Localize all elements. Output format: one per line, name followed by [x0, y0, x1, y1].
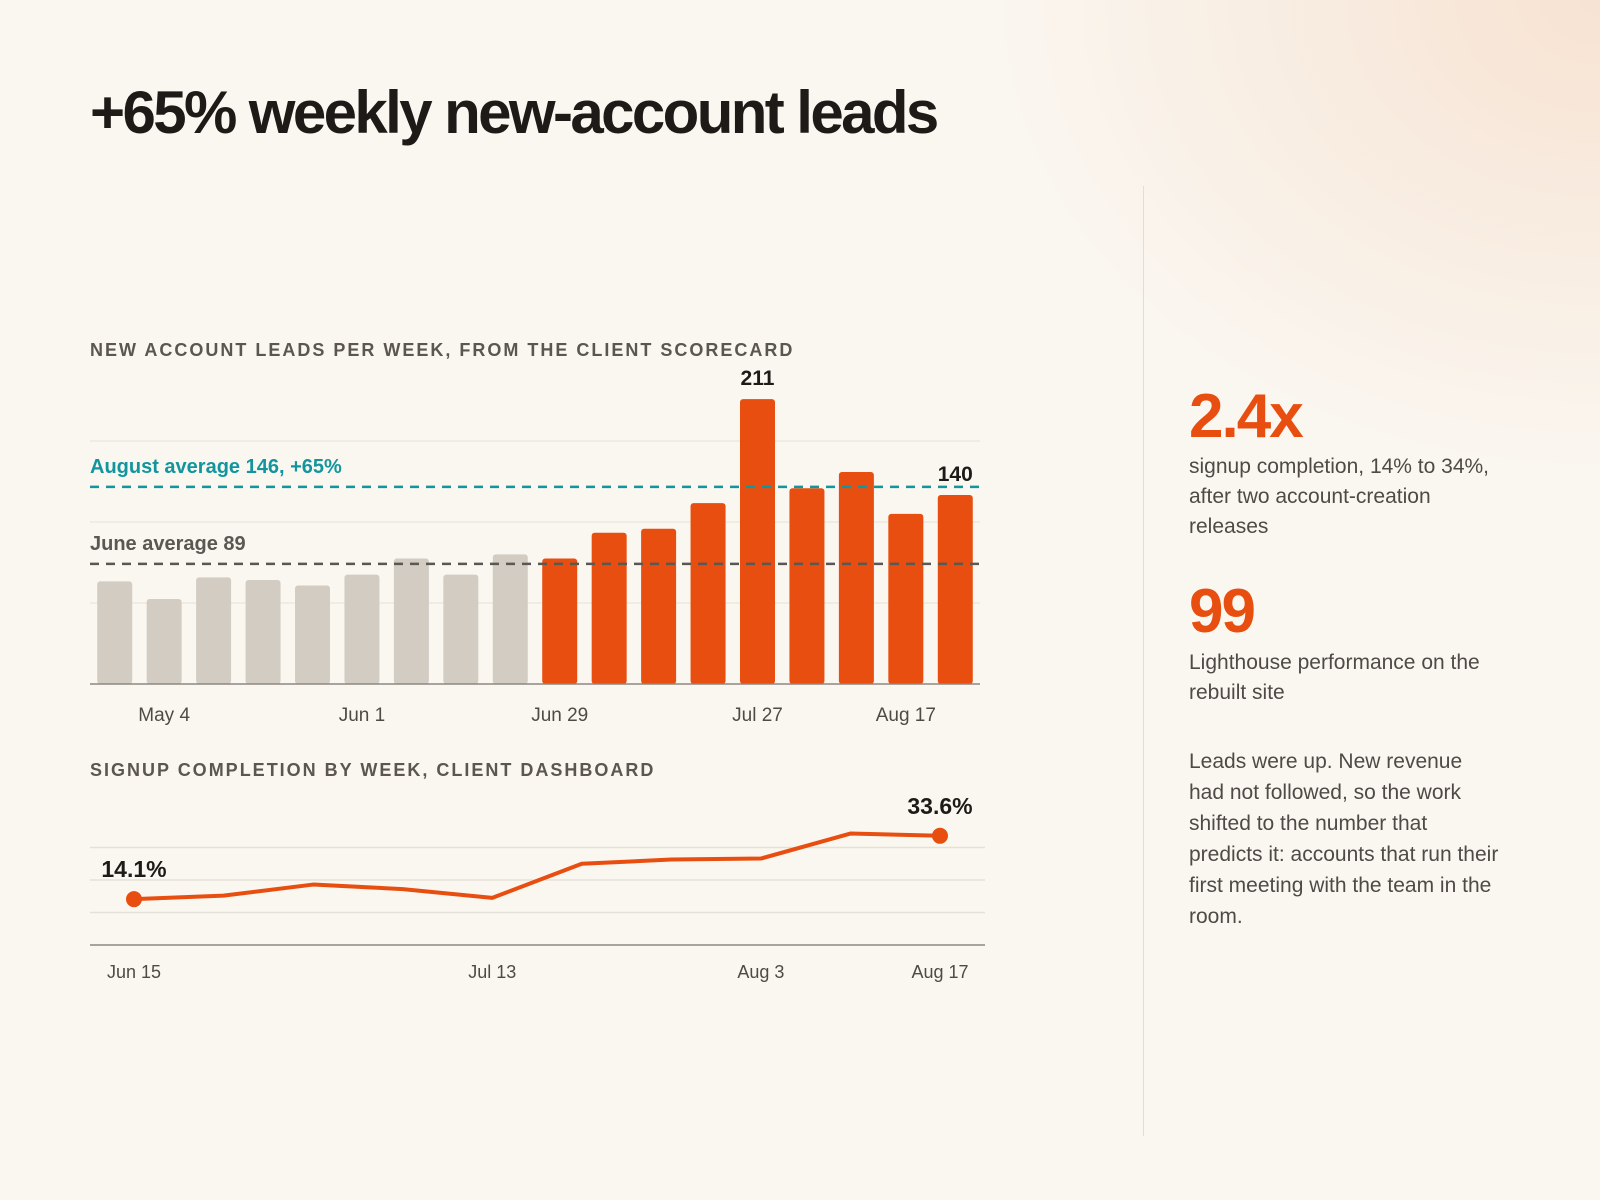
signup-line-chart: 14.1% 33.6% Jun 15 Jul 13 Aug 3 Aug 17: [90, 793, 985, 982]
x-tick-label: Aug 17: [876, 705, 936, 726]
data-point: [126, 891, 142, 908]
stat-lighthouse-description: Lighthouse performance on the rebuilt si…: [1189, 651, 1480, 704]
stat-lighthouse-value: 99: [1189, 577, 1256, 646]
bar: [146, 598, 182, 684]
bar: [740, 399, 775, 684]
signup-chart-title: SIGNUP COMPLETION BY WEEK, CLIENT DASHBO…: [90, 760, 656, 780]
stat-signup-value: 2.4x: [1189, 382, 1304, 451]
x-tick-label: May 4: [138, 705, 190, 726]
bar: [196, 577, 232, 684]
bar: [344, 574, 380, 684]
series-line: [132, 831, 942, 902]
leads-bar-chart: August average 146, +65% June average 89 2…: [90, 367, 980, 726]
x-tick-label: Aug 17: [911, 962, 968, 982]
bar-data-label: 140: [938, 463, 973, 486]
headline: +65% weekly new-account leads: [90, 79, 939, 146]
bar: [937, 495, 973, 684]
column-divider: [1143, 186, 1144, 1136]
bar: [789, 488, 825, 684]
x-tick-label: Jul 13: [468, 962, 516, 982]
bar: [393, 558, 429, 684]
bar: [641, 528, 677, 684]
x-tick-label: Jul 27: [732, 705, 783, 726]
stat-signup-description: signup completion, 14% to 34%, after two…: [1189, 455, 1490, 538]
bar-data-label: 211: [741, 367, 775, 390]
bar: [888, 513, 924, 684]
reference-line-label: June average 89: [90, 533, 246, 555]
bar: [295, 585, 330, 684]
bar: [690, 503, 726, 684]
x-tick-label: Jun 1: [339, 705, 385, 726]
summary-note: Leads were up. New revenue had not follo…: [1189, 750, 1499, 928]
x-tick-label: Aug 3: [737, 962, 784, 982]
line-data-label: 33.6%: [907, 793, 972, 819]
bar: [492, 554, 528, 684]
reference-line-label: August average 146, +65%: [90, 456, 342, 478]
data-point: [932, 827, 948, 844]
bar: [591, 532, 627, 684]
bar: [97, 581, 133, 684]
bar: [245, 580, 281, 684]
x-tick-label: Jun 29: [531, 705, 588, 726]
bar: [838, 472, 874, 684]
x-tick-label: Jun 15: [107, 962, 161, 982]
bar: [542, 558, 578, 684]
leads-chart-title: NEW ACCOUNT LEADS PER WEEK, FROM THE CLI…: [90, 340, 795, 360]
line-data-label: 14.1%: [101, 856, 166, 882]
bar: [443, 574, 479, 684]
